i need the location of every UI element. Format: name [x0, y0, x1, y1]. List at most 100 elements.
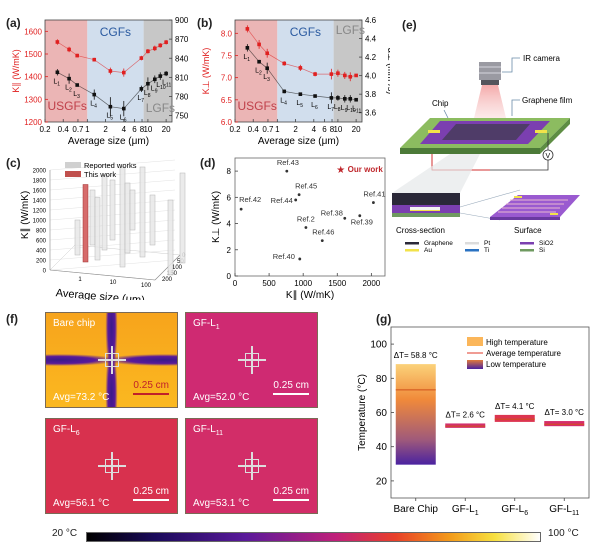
y-tick-label-left: 1400: [24, 73, 42, 82]
x-tick-label: 0: [233, 279, 238, 288]
x-tick-label: 20: [162, 125, 171, 134]
region-label: CGFs: [290, 25, 321, 39]
y-tick-label-left: 6.0: [221, 118, 233, 127]
point-label: L3: [263, 74, 270, 83]
y-tick-label-right: 870: [175, 35, 189, 44]
data-point: [343, 216, 347, 220]
point-label: L11: [352, 106, 361, 115]
panel-label-a: (a): [6, 16, 21, 30]
data-point: [282, 61, 287, 66]
bar-reported: [94, 197, 101, 261]
scale-label: 0.25 cm: [133, 486, 169, 497]
chart-b: USGFs CGFs LGFs 0.2 0.4 0.7 1 2 4 6 8 10 20 Average s…: [201, 16, 390, 147]
z-tick-label: 100: [172, 265, 183, 271]
bar-reported: [124, 182, 131, 254]
data-point: [354, 73, 358, 78]
point-label: L11: [162, 80, 171, 89]
region-usgfs: [45, 20, 88, 122]
x-tick-label: 1: [85, 125, 90, 134]
y-axis-label: Temperature (°C): [357, 374, 368, 451]
x-tick-label: 1: [275, 125, 280, 134]
y-tick-label-left: 7.5: [221, 51, 233, 60]
delta-t-label: ΔT= 2.6 °C: [446, 410, 486, 419]
point-label: L6: [120, 115, 127, 124]
data-point: [298, 92, 303, 96]
chip-board: [400, 118, 570, 154]
legend-au: Au: [424, 247, 432, 254]
x-tick-label: 0.7: [262, 125, 274, 134]
label-surface: Surface: [514, 226, 542, 235]
data-point: [348, 74, 353, 79]
data-point: [121, 106, 126, 111]
thermal-avg: Avg=53.1 °C: [193, 498, 250, 509]
data-point: [265, 51, 269, 56]
panel-label-c: (c): [6, 156, 21, 170]
data-point: [329, 96, 334, 100]
data-point: [108, 104, 113, 109]
data-point: [67, 76, 71, 81]
label-graphene-film: Graphene film: [522, 96, 573, 105]
colorbar-max-label: 100 °C: [548, 528, 579, 539]
y-tick-label: 600: [36, 239, 47, 245]
data-point: [108, 69, 113, 73]
bar-reported: [149, 194, 156, 246]
region-label: LGFs: [336, 23, 365, 37]
y-tick-label: 400: [36, 249, 47, 255]
region-cgfs: [87, 20, 144, 122]
data-point: [298, 66, 303, 70]
thermal-label: Bare chip: [53, 318, 96, 329]
bar-reported: [89, 189, 96, 246]
y-tick-label-left: 6.5: [221, 96, 233, 105]
plot-frame: [234, 157, 386, 277]
y-tick-label-right: 4.6: [365, 16, 377, 25]
legend-this-work: This work: [84, 170, 116, 179]
thermal-label: GF-L6: [53, 424, 80, 437]
x-axis-label: Average size (μm): [258, 136, 339, 147]
data-point: [354, 97, 358, 102]
point-label: Ref.44: [271, 196, 293, 205]
bar-reported: [129, 189, 136, 231]
data-point: [265, 66, 269, 71]
y-tick-label: 1400: [33, 199, 47, 205]
y-axis-label: K⊥ (W/mK): [211, 191, 222, 243]
point-label: L5: [296, 100, 303, 109]
point-label: Ref.45: [295, 182, 317, 191]
y-axis-label-left: K∥ (W/mK): [11, 49, 21, 93]
x-tick-label: 6: [322, 125, 327, 134]
data-point: [164, 40, 168, 45]
scale-bar: 0.25 cm: [133, 486, 169, 501]
region-label: USGFs: [238, 99, 277, 113]
y-tick-label: 8: [227, 167, 232, 176]
y-tick-label: 0: [227, 272, 232, 281]
x-tick-label: 8: [330, 125, 335, 134]
range-bar: [445, 423, 486, 428]
x-tick-label: 8: [140, 125, 145, 134]
data-point: [285, 169, 289, 173]
point-label: L7: [137, 95, 144, 104]
bar-reported: [179, 172, 186, 264]
x-tick-label: 10: [110, 280, 117, 286]
data-point: [313, 94, 317, 98]
x-tick-label: 1500: [328, 279, 346, 288]
point-label: L2: [65, 85, 72, 94]
cross-section-diagram: [392, 193, 460, 217]
plot-frame: [44, 19, 173, 123]
x-axis-label: K∥ (W/mK): [286, 290, 334, 300]
delta-t-label: ΔT= 58.8 °C: [394, 351, 438, 360]
y-tick-label-left: 8.0: [221, 29, 233, 38]
panel-label-d: (d): [200, 156, 216, 170]
legend-ti: Ti: [484, 247, 489, 254]
range-bar: [395, 364, 436, 465]
data-point: [152, 77, 157, 82]
legend-low: Low temperature: [486, 360, 547, 369]
data-point: [164, 71, 168, 76]
y-tick-label: 100: [370, 340, 387, 351]
y-tick-label: 200: [36, 259, 47, 265]
data-point: [304, 226, 308, 229]
y-tick-label-right: 4.0: [365, 72, 377, 81]
y-tick-label-right: 3.8: [365, 90, 377, 99]
data-point: [294, 198, 298, 202]
x-tick-label: 4: [312, 125, 317, 134]
data-point: [55, 40, 60, 44]
